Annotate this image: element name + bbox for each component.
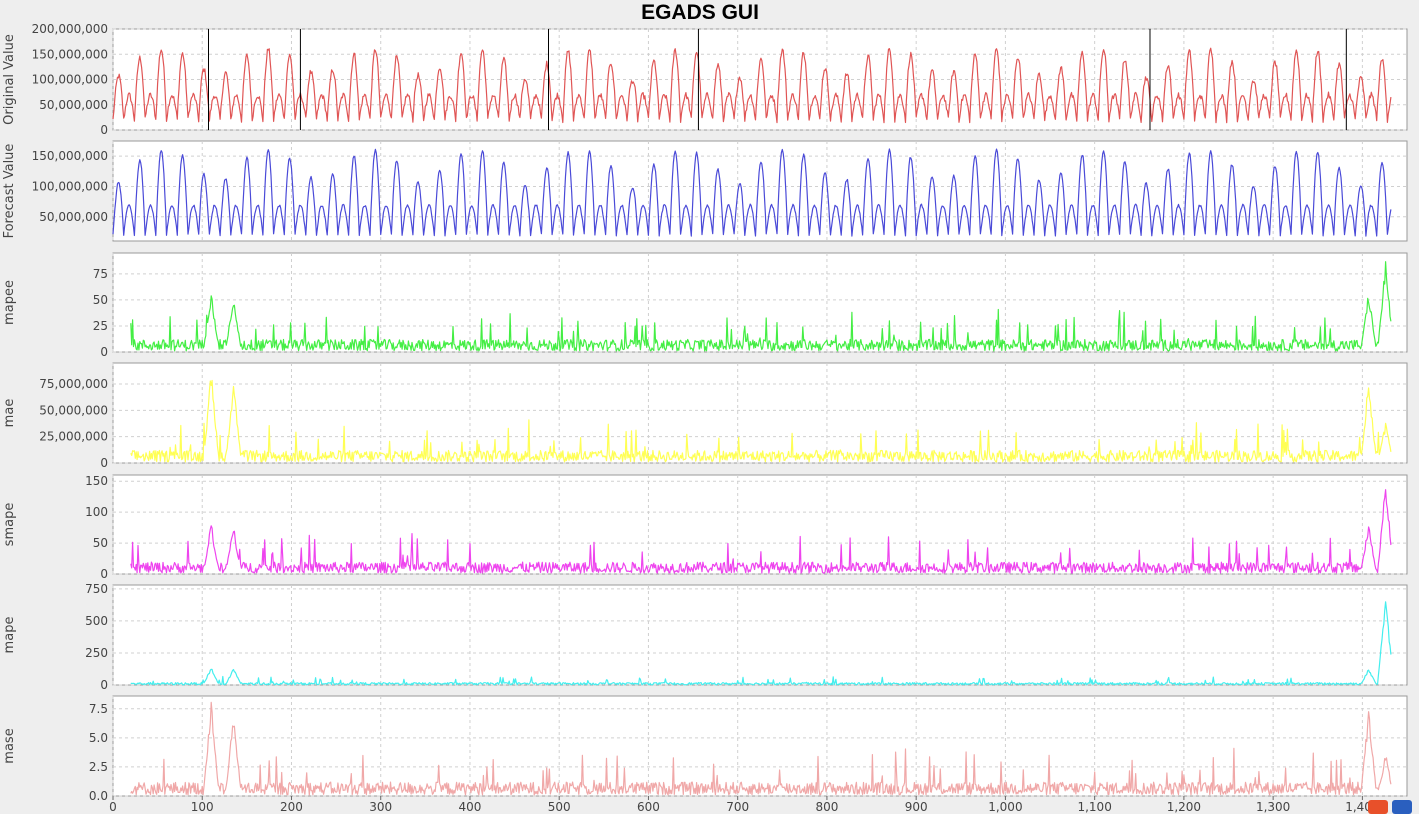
- y-tick-label: 75: [93, 267, 108, 281]
- y-axis-label-mae: mae: [2, 399, 17, 428]
- x-tick-label: 800: [815, 800, 838, 814]
- x-tick-label: 0: [109, 800, 117, 814]
- y-tick-label: 250: [85, 646, 108, 660]
- plot-area-mae: [112, 362, 1408, 464]
- x-tick-label: 1,300: [1256, 800, 1290, 814]
- y-axis-label-mape: mape: [2, 617, 17, 654]
- plot-area-mape: [112, 584, 1408, 686]
- x-tick-label: 1,200: [1167, 800, 1201, 814]
- series-line-smape: [130, 489, 1392, 574]
- y-tick-label: 500: [85, 614, 108, 628]
- language-indicator-icon[interactable]: [1392, 800, 1412, 814]
- y-axis-label-smape: smape: [2, 503, 17, 547]
- series-line-mape: [130, 601, 1392, 686]
- series-line-mase: [130, 701, 1392, 796]
- chart-title: EGADS GUI: [641, 1, 759, 24]
- y-tick-label: 25,000,000: [39, 430, 108, 444]
- x-tick-label: 700: [726, 800, 749, 814]
- y-axis-label-forecast-value: Forecast Value: [2, 144, 17, 239]
- plot-area-mapee: [112, 252, 1408, 353]
- x-tick-label: 500: [548, 800, 571, 814]
- y-tick-label: 0.0: [89, 789, 108, 803]
- y-tick-label: 50: [93, 293, 108, 307]
- y-tick-label: 50: [93, 536, 108, 550]
- y-tick-label: 2.5: [89, 760, 108, 774]
- sogou-input-icon[interactable]: [1368, 800, 1388, 814]
- y-tick-label: 75,000,000: [39, 377, 108, 391]
- y-tick-label: 150,000,000: [32, 149, 108, 163]
- y-tick-label: 0: [100, 567, 108, 581]
- y-tick-label: 25: [93, 319, 108, 333]
- plot-area-forecast-value: [112, 140, 1408, 242]
- y-tick-label: 100: [85, 505, 108, 519]
- y-tick-label: 750: [85, 582, 108, 596]
- series-line-mae: [130, 379, 1392, 463]
- y-tick-label: 50,000,000: [39, 210, 108, 224]
- x-tick-label: 900: [905, 800, 928, 814]
- series-line-forecast-value: [112, 148, 1392, 237]
- y-tick-label: 50,000,000: [39, 403, 108, 417]
- y-tick-label: 0: [100, 678, 108, 692]
- y-tick-label: 5.0: [89, 731, 108, 745]
- y-tick-label: 100,000,000: [32, 179, 108, 193]
- y-tick-label: 7.5: [89, 702, 108, 716]
- y-tick-label: 0: [100, 456, 108, 470]
- y-tick-label: 200,000,000: [32, 22, 108, 36]
- y-tick-label: 150: [85, 474, 108, 488]
- x-tick-label: 200: [280, 800, 303, 814]
- y-tick-label: 0: [100, 123, 108, 137]
- y-axis-label-mapee: mapee: [2, 280, 17, 325]
- y-axis-label-mase: mase: [2, 728, 17, 763]
- y-tick-label: 0: [100, 345, 108, 359]
- x-tick-label: 1,100: [1077, 800, 1111, 814]
- x-tick-label: 300: [369, 800, 392, 814]
- x-tick-label: 400: [459, 800, 482, 814]
- y-tick-label: 50,000,000: [39, 98, 108, 112]
- y-axis-label-original-value: Original Value: [2, 34, 17, 125]
- x-tick-label: 600: [637, 800, 660, 814]
- plot-area-mase: [112, 695, 1408, 797]
- series-line-original-value: [112, 47, 1392, 124]
- x-tick-label: 100: [191, 800, 214, 814]
- plot-area-original-value: [112, 28, 1408, 131]
- series-line-mapee: [130, 261, 1392, 352]
- y-tick-label: 150,000,000: [32, 47, 108, 61]
- system-tray: [1364, 798, 1419, 814]
- x-tick-label: 1,000: [988, 800, 1022, 814]
- y-tick-label: 100,000,000: [32, 73, 108, 87]
